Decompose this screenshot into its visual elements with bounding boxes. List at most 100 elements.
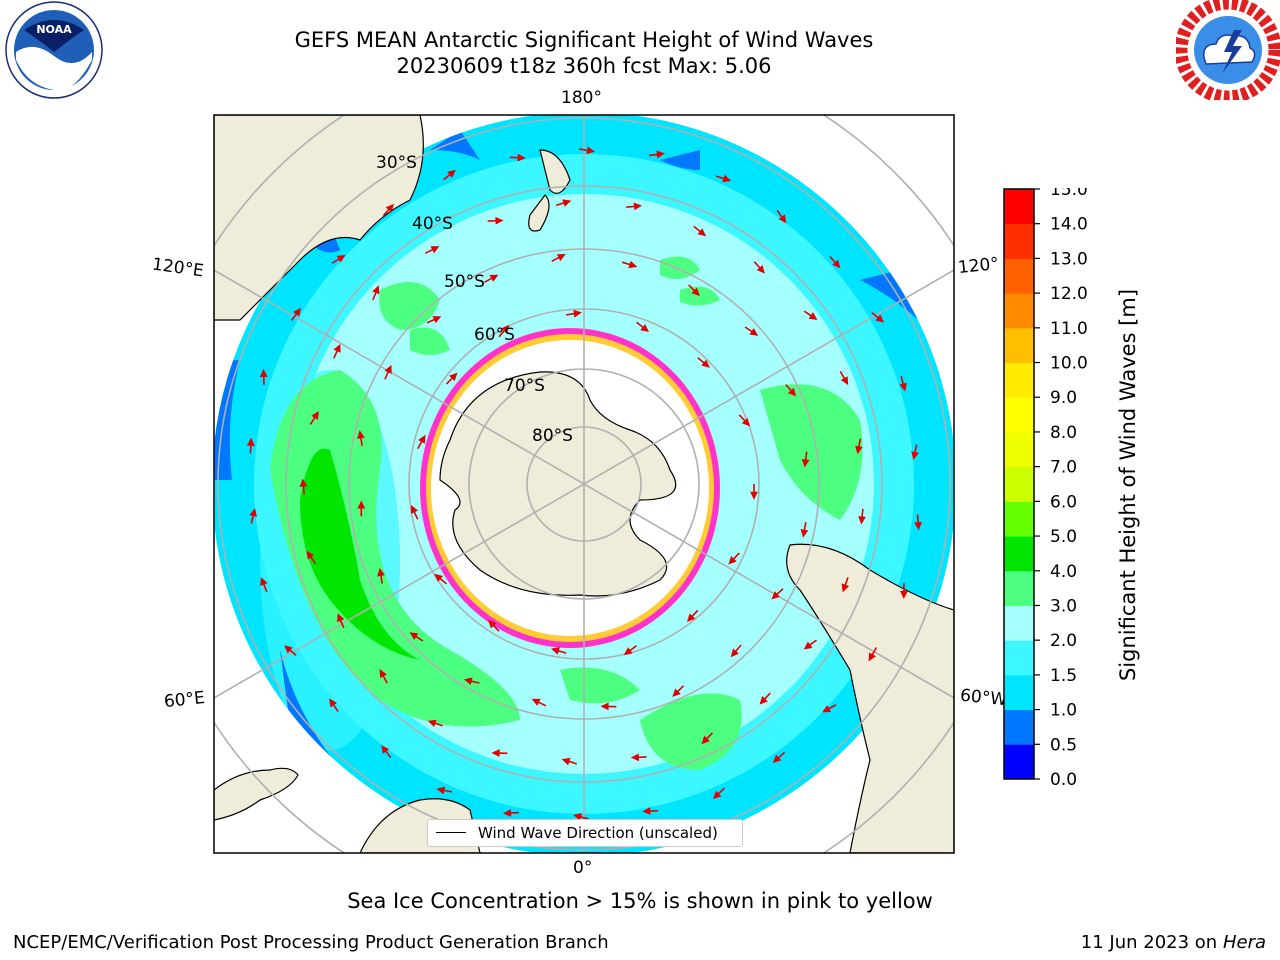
colorbar-swatch	[1004, 327, 1034, 364]
legend-line-swatch	[436, 832, 466, 833]
wave-direction-arrowhead	[701, 359, 710, 368]
lon-label-180: 180°	[561, 88, 602, 108]
wave-direction-arrowhead	[384, 364, 392, 374]
colorbar-tick-label: 8.0	[1050, 423, 1077, 443]
colorbar-swatch	[1004, 570, 1034, 606]
wave-direction-arrowhead	[911, 451, 919, 460]
lat-label-70s: 70°S	[504, 376, 545, 396]
wave-direction-arrowhead	[562, 199, 572, 207]
colorbar-tick-label: 10.0	[1050, 354, 1088, 374]
wave-direction-arrowhead	[691, 287, 700, 297]
colorbar-swatch	[1004, 431, 1034, 468]
wave-direction-arrowhead	[801, 458, 810, 468]
colorbar-swatch	[1004, 362, 1034, 398]
colorbar-frame	[1003, 188, 1035, 780]
wave-direction-arrowhead	[246, 437, 255, 446]
wave-direction-arrowhead	[436, 786, 446, 795]
wave-direction-arrowhead	[656, 150, 665, 159]
wave-direction-arrowhead	[722, 174, 732, 183]
colorbar-tick-label: 2.0	[1050, 631, 1077, 651]
lat-label-80s: 80°S	[532, 426, 573, 446]
wave-direction-arrowhead	[741, 417, 751, 427]
map-legend: Wind Wave Direction (unscaled)	[427, 819, 743, 847]
lat-label-30s: 30°S	[376, 153, 417, 173]
wave-direction-arrowhead	[259, 368, 268, 378]
wave-direction-arrowhead	[697, 228, 707, 237]
host-name: Hera	[1222, 932, 1266, 953]
colorbar-tick-label: 0.0	[1050, 770, 1077, 788]
colorbar-tick-label: 0.5	[1050, 735, 1077, 755]
wave-direction-arrowhead	[495, 216, 504, 225]
colorbar-swatch	[1004, 258, 1034, 294]
wave-direction-arrowhead	[750, 491, 758, 500]
colorbar-swatch	[1004, 466, 1034, 502]
wave-direction-arrowhead	[502, 809, 512, 817]
colorbar-swatch	[1004, 674, 1034, 711]
colorbar-swatch	[1004, 397, 1034, 433]
wave-direction-arrowhead	[337, 613, 345, 623]
wave-direction-arrowhead	[381, 745, 390, 754]
wave-direction-arrowhead	[771, 591, 780, 600]
wave-direction-arrowhead	[491, 749, 500, 757]
wave-direction-arrowhead	[772, 754, 782, 763]
wave-direction-arrowhead	[803, 641, 813, 650]
colorbar-tick-label: 15.0	[1050, 188, 1088, 200]
wave-direction-arrowhead	[730, 648, 739, 658]
wave-direction-arrowhead	[841, 583, 850, 593]
wave-direction-arrowhead	[630, 753, 640, 762]
wave-direction-arrowhead	[672, 688, 681, 697]
wave-direction-arrowhead	[623, 647, 633, 656]
new-zealand-landmass	[528, 149, 571, 232]
wave-direction-arrowhead	[377, 567, 385, 577]
wave-direction-arrowhead	[899, 382, 907, 392]
map-title: GEFS MEAN Antarctic Significant Height o…	[294, 28, 874, 52]
colorbar-tick-label: 9.0	[1050, 388, 1077, 408]
wave-direction-arrowhead	[556, 253, 566, 262]
wave-direction-arrowhead	[728, 556, 737, 565]
wave-direction-arrowhead	[430, 246, 440, 254]
wave-direction-arrowhead	[686, 613, 696, 622]
wave-direction-arrowhead	[329, 698, 337, 708]
wave-direction-arrowhead	[260, 577, 268, 586]
wave-direction-arrowhead	[858, 516, 866, 525]
wave-direction-arrowhead	[868, 652, 877, 662]
colorbar-tick-label: 7.0	[1050, 458, 1077, 478]
wave-direction-arrowhead	[311, 411, 319, 420]
wave-direction-arrowhead	[822, 705, 832, 713]
wave-direction-arrowhead	[531, 698, 541, 706]
colorbar-swatch	[1004, 293, 1034, 329]
lon-label-0: 0°	[573, 858, 593, 878]
map-subtitle: 20230609 t18z 360h fcst Max: 5.06	[396, 54, 772, 78]
wave-direction-arrowhead	[551, 647, 560, 655]
wave-direction-arrowhead	[463, 677, 473, 686]
wave-direction-arrowhead	[561, 757, 571, 766]
colorbar-swatch	[1004, 744, 1034, 780]
wave-direction-arrowhead	[336, 255, 346, 263]
africa-landmass	[214, 767, 481, 853]
wave-direction-arrowhead	[701, 735, 710, 745]
colorbar-tick-label: 14.0	[1050, 215, 1088, 235]
wave-direction-arrowhead	[379, 669, 387, 678]
lon-label-120w: 120°	[957, 253, 1000, 279]
wave-direction-arrowhead	[855, 445, 863, 455]
map-frame	[213, 114, 955, 854]
wave-direction-arrowhead	[372, 285, 380, 295]
wave-direction-arrowhead	[293, 307, 301, 317]
wave-direction-arrowhead	[787, 387, 797, 397]
date-line: 11 Jun 2023 on Hera	[1081, 932, 1266, 953]
lon-label-60e: 60°E	[163, 687, 206, 713]
wave-direction-arrowhead	[800, 529, 809, 538]
wave-direction-arrowhead	[586, 146, 595, 155]
wave-direction-arrowhead	[449, 372, 458, 382]
nws-logo	[1176, 0, 1280, 100]
wave-direction-arrowhead	[501, 324, 510, 334]
colorbar-swatch	[1004, 223, 1034, 259]
colorbar-tick-label: 6.0	[1050, 492, 1077, 512]
wave-direction-arrowhead	[808, 312, 818, 320]
wave-direction-arrowhead	[409, 632, 419, 641]
colorbar-tick-label: 3.0	[1050, 596, 1077, 616]
colorbar-tick-label: 12.0	[1050, 284, 1088, 304]
wave-direction-arrowhead	[333, 343, 341, 353]
wave-direction-arrowhead	[628, 260, 638, 269]
